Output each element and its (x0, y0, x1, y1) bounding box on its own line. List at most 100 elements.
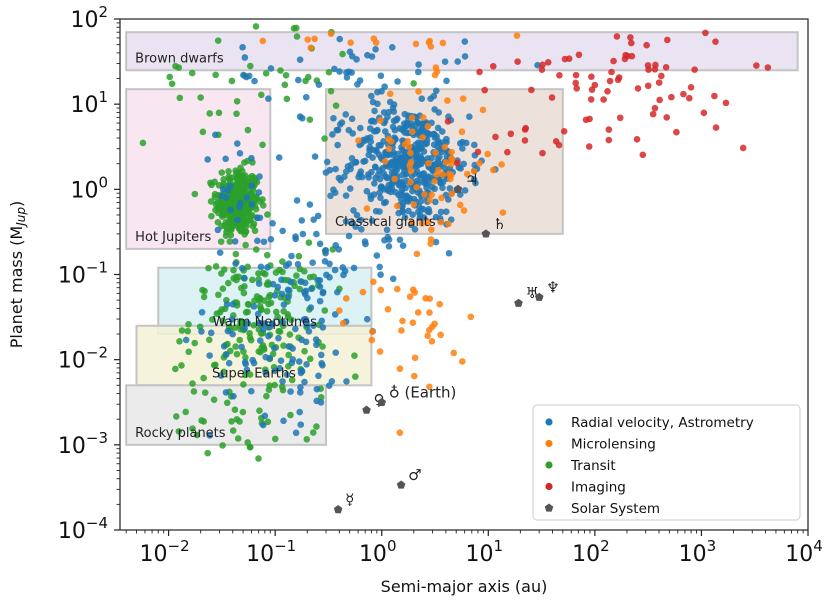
point-0-326 (409, 211, 417, 219)
point-0-597 (381, 83, 388, 91)
point-2-562 (263, 392, 270, 400)
point-2-367 (246, 329, 253, 337)
point-0-651 (349, 219, 357, 227)
point-2-439 (305, 239, 313, 246)
point-2-592 (175, 64, 183, 71)
point-2-591 (277, 67, 284, 74)
point-2-502 (284, 310, 291, 318)
point-3-32 (575, 51, 583, 59)
y-tick-label-2: 10−2 (58, 344, 108, 374)
point-0-572 (313, 341, 320, 349)
point-0-657 (198, 308, 206, 316)
point-0-588 (286, 287, 293, 294)
point-3-1 (712, 38, 719, 46)
point-1-76 (414, 309, 422, 316)
point-1-11 (425, 160, 432, 167)
point-2-236 (227, 231, 235, 239)
point-3-84 (616, 114, 624, 122)
point-0-196 (442, 208, 450, 215)
point-0-510 (217, 372, 225, 379)
point-1-14 (408, 219, 415, 227)
point-1-80 (398, 327, 405, 334)
point-0-62 (346, 185, 354, 192)
point-1-75 (424, 332, 431, 340)
point-0-372 (389, 151, 397, 159)
point-2-193 (225, 220, 233, 227)
point-1-88 (467, 313, 475, 321)
point-2-318 (220, 211, 227, 218)
point-3-29 (610, 57, 617, 65)
point-0-405 (380, 138, 387, 145)
point-1-85 (409, 319, 417, 327)
point-2-240 (208, 212, 215, 220)
point-2-588 (332, 102, 340, 109)
region-label-4: Super Earths (212, 366, 296, 381)
point-0-667 (293, 197, 301, 204)
point-3-42 (700, 109, 708, 117)
point-2-337 (214, 218, 222, 226)
point-3-21 (528, 86, 535, 94)
point-2-351 (249, 276, 256, 284)
point-2-372 (319, 343, 326, 350)
point-0-660 (323, 158, 331, 166)
point-0-437 (361, 137, 369, 144)
point-0-447 (380, 199, 388, 207)
point-3-53 (444, 118, 452, 125)
point-2-421 (184, 327, 192, 335)
point-0-171 (430, 92, 438, 100)
point-0-714 (256, 173, 263, 180)
point-3-78 (586, 115, 593, 123)
point-1-35 (407, 167, 415, 175)
point-0-463 (332, 165, 339, 173)
point-0-550 (280, 417, 287, 425)
data-points (139, 23, 772, 462)
point-0-466 (401, 214, 409, 221)
point-0-579 (319, 289, 327, 297)
point-0-571 (271, 292, 279, 299)
point-3-66 (585, 143, 593, 150)
point-1-81 (450, 349, 458, 357)
point-0-708 (248, 154, 255, 162)
point-2-289 (207, 198, 215, 205)
point-0-641 (248, 182, 256, 189)
point-2-460 (242, 241, 249, 249)
point-0-418 (414, 119, 422, 127)
point-3-83 (633, 136, 641, 143)
point-0-619 (302, 93, 310, 101)
point-0-693 (261, 320, 269, 327)
point-0-699 (216, 249, 224, 256)
point-2-435 (242, 371, 249, 379)
point-2-492 (238, 284, 245, 292)
point-3-62 (649, 110, 657, 118)
legend-marker-1 (545, 439, 553, 448)
point-2-248 (211, 178, 218, 186)
point-0-12 (411, 226, 419, 233)
point-2-510 (256, 407, 263, 414)
y-axis-label: Planet mass (MJup) (7, 201, 28, 348)
point-0-457 (418, 205, 425, 213)
point-0-612 (368, 53, 376, 60)
point-0-683 (292, 235, 299, 243)
solar-planet-6 (514, 298, 523, 307)
point-3-7 (680, 90, 687, 98)
point-0-664 (299, 230, 307, 238)
point-3-55 (573, 85, 580, 92)
point-2-549 (309, 429, 317, 436)
point-1-12 (410, 201, 418, 208)
point-0-586 (292, 429, 300, 437)
point-3-22 (655, 79, 663, 86)
point-2-428 (185, 321, 192, 328)
point-0-623 (414, 68, 422, 76)
point-3-76 (605, 136, 613, 144)
point-0-609 (295, 76, 302, 84)
legend-label-1: Microlensing (571, 437, 656, 453)
point-1-82 (437, 331, 444, 339)
point-3-75 (560, 128, 568, 135)
point-2-523 (178, 362, 185, 369)
point-1-68 (437, 218, 445, 226)
point-3-77 (712, 124, 720, 131)
point-0-592 (377, 72, 385, 80)
point-0-547 (259, 326, 267, 333)
point-0-696 (232, 260, 239, 267)
